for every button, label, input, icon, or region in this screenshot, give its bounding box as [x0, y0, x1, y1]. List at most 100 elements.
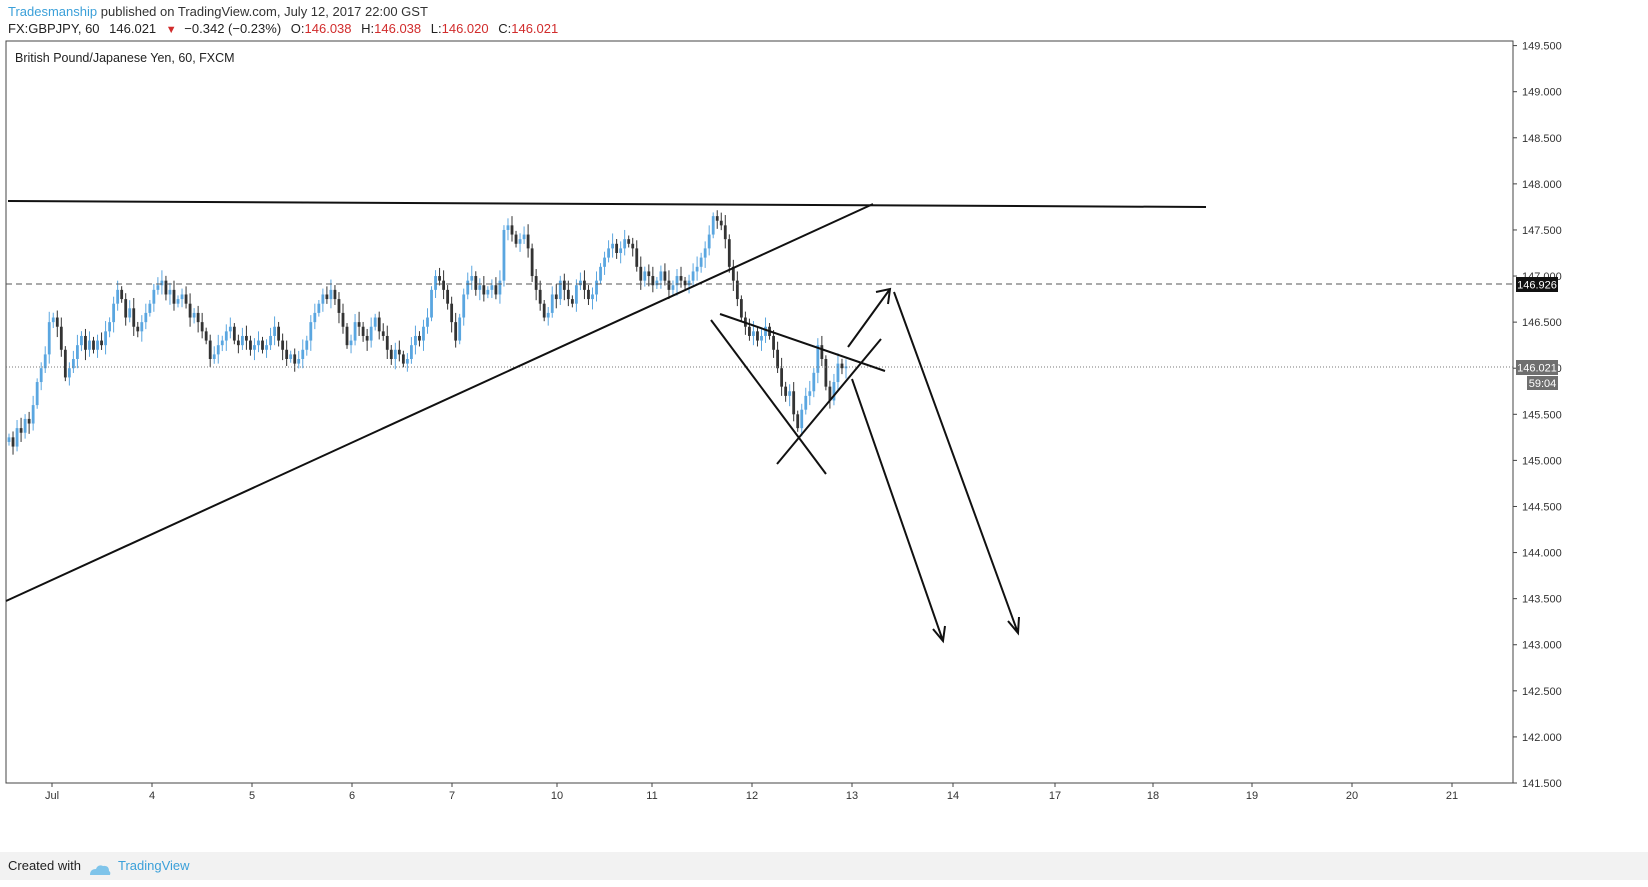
candle-body [152, 289, 156, 304]
candle-body [84, 335, 87, 350]
time-axis[interactable]: Jul 4 5 6 7 10 11 12 13 14 17 18 19 20 21 [45, 783, 1458, 802]
y-tick-label: 143.000 [1522, 640, 1562, 652]
candle-body [651, 276, 655, 286]
open-label: O: [290, 21, 305, 36]
candle-body [47, 322, 51, 355]
candle-body [204, 331, 208, 341]
candle-body [510, 225, 514, 235]
candle-body [800, 409, 804, 429]
low-value: 146.020 [441, 21, 489, 36]
countdown-tag-bg [1527, 376, 1558, 390]
candle-body [63, 349, 67, 378]
author-link[interactable]: Tradesmanship [8, 4, 98, 19]
price-chart[interactable]: British Pound/Japanese Yen, 60, FXCM 149… [0, 0, 1648, 852]
candle-body [357, 322, 361, 327]
candle-body [804, 395, 808, 410]
candle-body [381, 331, 385, 336]
candle-body [812, 372, 816, 392]
wedge-upper-line[interactable] [719, 313, 886, 372]
candle-body [715, 216, 719, 221]
candle-body [71, 359, 75, 369]
wedge-right-line[interactable] [776, 338, 882, 465]
x-tick-label: Jul [45, 790, 59, 802]
last-price-tag-bg [1516, 360, 1558, 375]
candle-body [212, 354, 216, 359]
candle-body [752, 331, 755, 336]
level-price-tag: 146.926 [1516, 277, 1558, 292]
candle-body [723, 225, 727, 240]
candle-body [232, 326, 236, 341]
tradingview-logo-icon[interactable] [88, 859, 112, 887]
candle-body [482, 285, 486, 295]
candle-body [562, 280, 566, 290]
candle-body [168, 289, 172, 295]
candle-body [236, 340, 240, 346]
candle-body [599, 266, 602, 281]
candle-body [438, 276, 441, 281]
up-arrow[interactable] [847, 287, 892, 348]
candle-body [385, 335, 389, 350]
candle-body [679, 276, 683, 281]
rising-trendline[interactable] [5, 203, 874, 602]
candle-body [261, 340, 264, 350]
candle-body [434, 276, 437, 290]
candle-body [19, 428, 23, 433]
candle-body [426, 317, 429, 327]
x-tick-label: 5 [249, 790, 255, 802]
drawings[interactable] [5, 200, 1207, 644]
candle-body [554, 294, 558, 300]
publish-line: Tradesmanship published on TradingView.c… [8, 3, 558, 20]
candle-body [23, 418, 27, 433]
y-tick-label: 142.000 [1522, 732, 1562, 744]
candle-body [116, 289, 120, 304]
candle-body [607, 248, 610, 258]
candle-body [558, 280, 562, 300]
candle-body [188, 303, 192, 318]
candle-body [240, 335, 244, 346]
candle-body [80, 335, 83, 346]
resistance-trendline[interactable] [7, 200, 1207, 208]
x-tick-label: 4 [149, 790, 155, 802]
candle-body [39, 368, 43, 383]
close-label: C: [498, 21, 512, 36]
candle-body [273, 326, 276, 336]
candle-body [216, 345, 220, 355]
created-with-text: Created with [8, 858, 81, 873]
candle-body [321, 294, 325, 304]
candle-body [615, 243, 619, 253]
candle-body [140, 322, 144, 332]
price-axis[interactable]: 149.500149.000148.500148.000147.500147.0… [1513, 41, 1562, 790]
countdown-tag-text: 59:04 [1529, 378, 1557, 390]
candle-body [410, 345, 413, 359]
y-tick-label: 144.500 [1522, 501, 1562, 513]
candle-body [208, 340, 212, 359]
candle-body [277, 326, 281, 341]
candle-body [353, 322, 357, 341]
high-value: 146.038 [374, 21, 422, 36]
x-tick-label: 17 [1049, 790, 1061, 802]
x-tick-label: 19 [1246, 790, 1258, 802]
candle-body [430, 289, 433, 318]
candle-body [788, 391, 792, 396]
candle-body [595, 280, 598, 295]
x-tick-label: 14 [947, 790, 959, 802]
y-tick-label: 149.000 [1522, 87, 1562, 99]
candle-body [329, 289, 333, 300]
candle-body [257, 340, 260, 346]
tradingview-brand[interactable]: TradingView [118, 858, 190, 873]
candle-body [478, 285, 482, 290]
candle-body [220, 340, 224, 346]
down-arrow-short[interactable] [851, 378, 946, 644]
candle-body [442, 280, 445, 290]
candle-body [293, 354, 297, 364]
candle-body [579, 280, 582, 286]
down-arrow-long[interactable] [893, 291, 1020, 636]
candle-body [534, 276, 538, 290]
candle-body [15, 428, 19, 447]
wedge-left-line[interactable] [710, 319, 827, 475]
y-tick-label: 146.500 [1522, 317, 1562, 329]
candle-body [313, 312, 317, 323]
candle-body [506, 225, 510, 230]
candle-body [454, 322, 458, 341]
